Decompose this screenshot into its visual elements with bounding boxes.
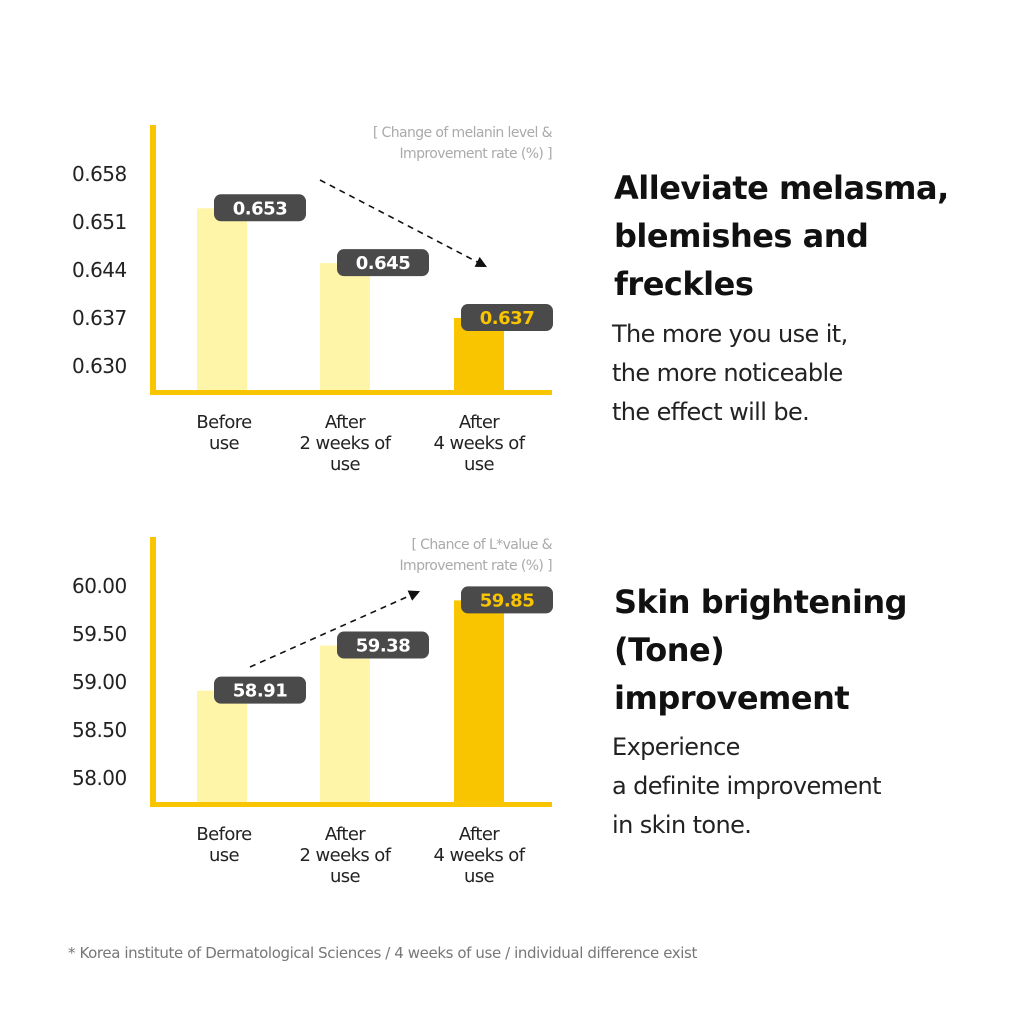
chart-note: [ Chance of L*value & Improvement rate (%… <box>400 537 553 574</box>
svg-text:58.91: 58.91 <box>233 681 287 702</box>
data-label: 58.91 <box>214 676 306 704</box>
y-tick-label: 58.00 <box>72 766 127 790</box>
trend-arrow <box>319 179 487 268</box>
x-axis <box>150 390 552 395</box>
y-tick-labels: 60.00 59.50 59.00 58.50 58.00 <box>72 574 127 790</box>
trend-arrow <box>249 590 421 668</box>
category-label: Before use <box>196 412 252 454</box>
category-label: After 2 weeks of use <box>300 412 392 475</box>
y-tick-labels: 0.658 0.651 0.644 0.637 0.630 <box>72 162 127 378</box>
y-tick-label: 0.651 <box>72 210 127 234</box>
brightening-chart: 60.00 59.50 59.00 58.50 58.00 [ Chance of L*v… <box>72 537 553 887</box>
chart-note: [ Change of melanin level & Improvement r… <box>373 125 553 162</box>
data-label: 0.637 <box>461 304 553 331</box>
melanin-section: 0.658 0.651 0.644 0.637 0.630 [ Change of mel… <box>0 110 1024 510</box>
brightening-section: 60.00 59.50 59.00 58.50 58.00 [ Chance of L*v… <box>0 522 1024 922</box>
y-tick-label: 0.630 <box>72 354 127 378</box>
bar <box>197 690 247 802</box>
y-axis <box>150 125 156 394</box>
melanin-chart: 0.658 0.651 0.644 0.637 0.630 [ Change of mel… <box>72 125 553 475</box>
brightening-description: Experience a definite improvement in ski… <box>612 733 882 839</box>
svg-text:0.653: 0.653 <box>233 198 287 219</box>
bar <box>320 645 370 802</box>
bar <box>320 263 370 390</box>
y-tick-label: 60.00 <box>72 574 127 598</box>
category-label: After 4 weeks of use <box>434 412 526 475</box>
bar <box>197 208 247 390</box>
melanin-heading: Alleviate melasma, blemishes and freckle… <box>614 169 949 303</box>
y-tick-label: 0.637 <box>72 306 127 330</box>
melanin-description: The more you use it, the more noticeable… <box>612 320 848 426</box>
svg-text:0.637: 0.637 <box>480 308 534 329</box>
svg-text:0.645: 0.645 <box>356 253 410 274</box>
category-label: After 2 weeks of use <box>300 824 392 887</box>
svg-text:59.85: 59.85 <box>480 590 534 611</box>
footnote: * Korea institute of Dermatological Scie… <box>68 944 697 962</box>
y-axis <box>150 537 156 806</box>
y-tick-label: 59.50 <box>72 622 127 646</box>
data-label: 59.85 <box>461 586 553 614</box>
category-label: After 4 weeks of use <box>434 824 526 887</box>
svg-text:59.38: 59.38 <box>356 636 410 657</box>
x-axis <box>150 802 552 807</box>
y-tick-label: 0.644 <box>72 258 127 282</box>
data-label: 59.38 <box>337 631 429 659</box>
data-label: 0.645 <box>337 249 429 277</box>
data-label: 0.653 <box>214 194 306 222</box>
category-label: Before use <box>196 824 252 866</box>
y-tick-label: 0.658 <box>72 162 127 186</box>
y-tick-label: 58.50 <box>72 718 127 742</box>
bar <box>454 600 504 802</box>
y-tick-label: 59.00 <box>72 670 127 694</box>
brightening-heading: Skin brightening (Tone) improvement <box>614 583 908 717</box>
